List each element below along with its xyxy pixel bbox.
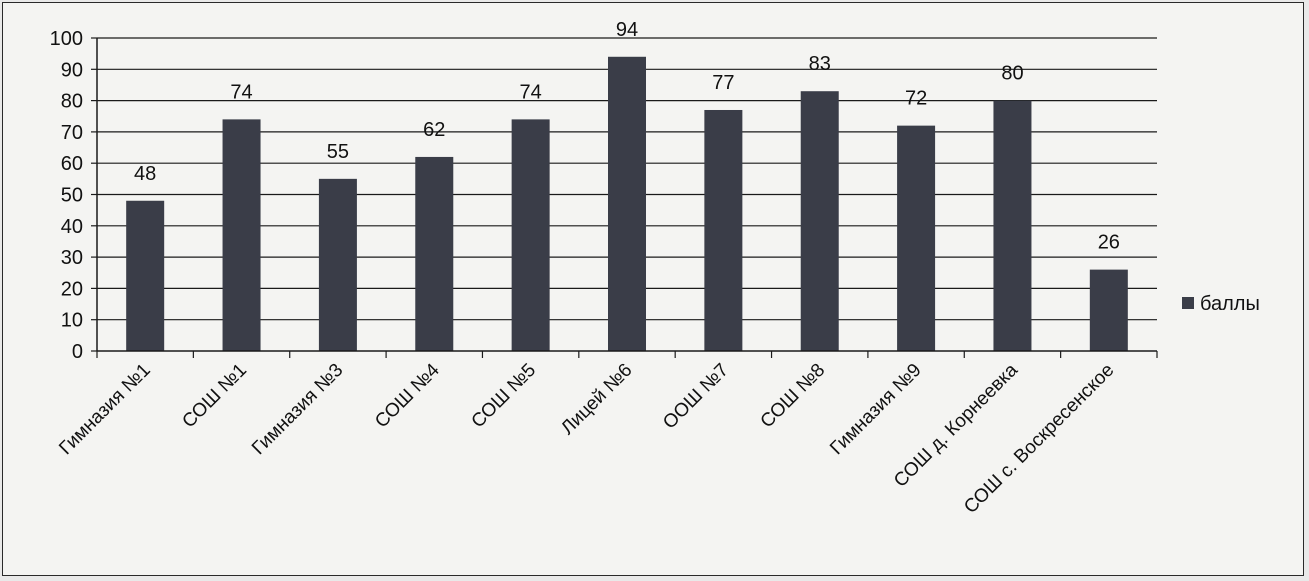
bar — [993, 100, 1032, 351]
x-category-label: Лицей №6 — [557, 360, 636, 439]
x-category-label: СОШ №4 — [371, 359, 444, 432]
data-label: 74 — [520, 81, 542, 103]
x-category-label: ООШ №7 — [659, 360, 733, 434]
bar — [511, 119, 550, 351]
x-category-label: Гимназия №9 — [826, 360, 925, 459]
x-category-label: СОШ №1 — [178, 360, 251, 433]
bar — [800, 91, 839, 352]
data-label: 26 — [1098, 232, 1120, 254]
y-tick-label: 0 — [72, 341, 83, 363]
data-labels: 48 74 55 62 74 94 77 83 72 80 26 — [134, 19, 1120, 254]
bar — [704, 109, 743, 352]
data-label: 55 — [327, 141, 349, 163]
legend: баллы — [1182, 293, 1260, 315]
y-tick-label: 80 — [61, 91, 83, 113]
legend-label: баллы — [1200, 293, 1260, 315]
bar — [222, 119, 261, 351]
bar — [415, 156, 454, 351]
y-tick-label: 10 — [61, 310, 83, 332]
legend-swatch — [1182, 297, 1194, 309]
x-category-label: СОШ №8 — [757, 360, 830, 433]
data-label: 94 — [616, 19, 638, 41]
y-tick-label: 100 — [50, 28, 83, 50]
bar — [897, 125, 936, 351]
bar — [126, 200, 165, 351]
y-tick-label: 60 — [61, 153, 83, 175]
y-tick-label: 50 — [61, 185, 83, 207]
y-tick-label: 30 — [61, 247, 83, 269]
bars — [126, 56, 1128, 352]
bar — [1089, 269, 1128, 351]
y-tick-label: 20 — [61, 278, 83, 300]
bar-chart: 48 74 55 62 74 94 77 83 72 80 26 0 10 20 30 40 50 60 70 80… — [50, 19, 1260, 518]
data-label: 77 — [712, 72, 734, 94]
y-tick-label: 70 — [61, 122, 83, 144]
data-label: 80 — [1001, 63, 1023, 85]
x-category-label: Гимназия №1 — [55, 360, 154, 459]
data-label: 74 — [230, 81, 252, 103]
data-label: 48 — [134, 163, 156, 185]
data-label: 72 — [905, 88, 927, 110]
bar — [608, 56, 646, 351]
x-category-label: Гимназия №3 — [248, 360, 347, 459]
y-tick-label: 40 — [61, 216, 83, 238]
data-label: 83 — [809, 53, 831, 75]
x-category-label: СОШ №5 — [468, 360, 541, 433]
y-tick-label: 90 — [61, 59, 83, 81]
bar — [318, 178, 357, 351]
data-label: 62 — [423, 119, 445, 141]
